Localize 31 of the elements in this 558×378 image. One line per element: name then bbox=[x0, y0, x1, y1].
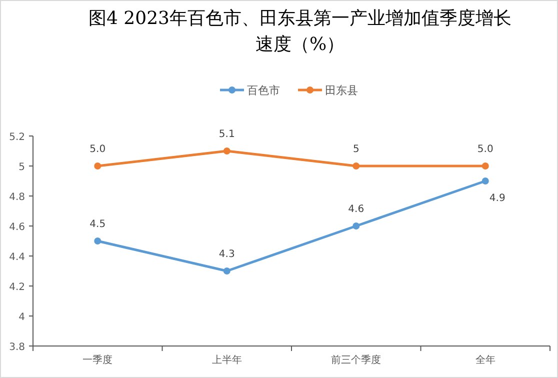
x-tick-label: 前三个季度 bbox=[331, 354, 382, 366]
y-tick-label: 3.8 bbox=[9, 342, 25, 353]
y-tick-label: 5.2 bbox=[9, 132, 25, 143]
data-label: 5.1 bbox=[218, 129, 235, 140]
data-label: 4.6 bbox=[348, 204, 364, 215]
point bbox=[223, 148, 230, 154]
legend-label: 百色市 bbox=[247, 84, 280, 97]
data-label: 5.0 bbox=[90, 144, 106, 155]
y-tick-label: 4.4 bbox=[9, 252, 25, 263]
data-label: 4.9 bbox=[489, 193, 506, 204]
data-label: 4.3 bbox=[218, 249, 235, 260]
x-tick-label: 上半年 bbox=[212, 354, 242, 366]
y-tick-label: 4.6 bbox=[9, 222, 25, 233]
point bbox=[94, 238, 102, 244]
x-tick-label: 一季度 bbox=[82, 354, 113, 366]
point bbox=[352, 162, 360, 170]
y-tick-label: 4.2 bbox=[9, 282, 25, 293]
point bbox=[223, 268, 230, 274]
point bbox=[94, 162, 102, 170]
y-tick-label: 5 bbox=[18, 162, 25, 173]
point bbox=[352, 222, 360, 230]
y-tick-label: 4.8 bbox=[9, 192, 25, 203]
data-label: 4.5 bbox=[90, 219, 106, 230]
point bbox=[482, 178, 489, 184]
y-tick-label: 4 bbox=[18, 312, 25, 323]
data-label: 5.0 bbox=[477, 144, 494, 155]
legend-label: 田东县 bbox=[325, 84, 358, 97]
x-tick-label: 全年 bbox=[475, 354, 496, 366]
data-label: 5 bbox=[352, 144, 360, 155]
chart-title: 图4 2023年百色市、田东县第一产业增加值季度增长速度（%） bbox=[88, 8, 512, 55]
point bbox=[482, 162, 489, 170]
